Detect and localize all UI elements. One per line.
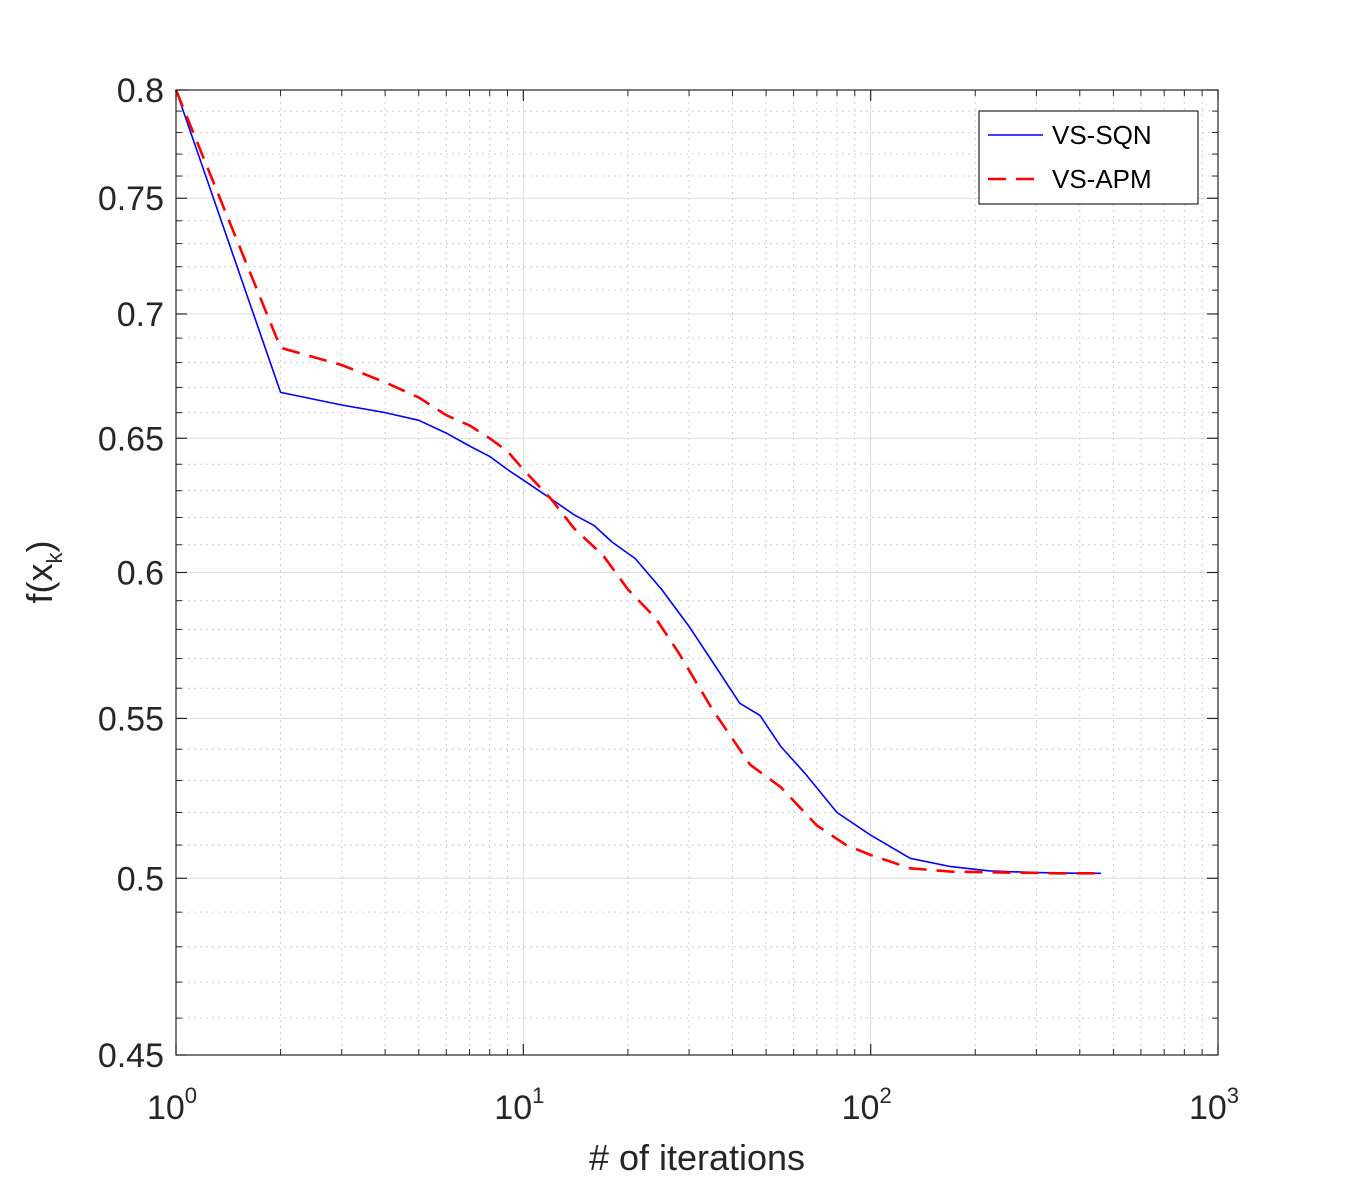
y-axis-title: f(xk)	[19, 541, 67, 604]
legend: VS-SQN VS-APM	[978, 110, 1199, 205]
x-tick-labels: 100 101 102 103	[147, 1083, 1239, 1127]
y-tick-labels: 0.45 0.5 0.55 0.6 0.65 0.7 0.75 0.8	[98, 72, 164, 1075]
tick-marks	[175, 89, 1219, 1056]
y-tick-label: 0.65	[98, 420, 164, 458]
x-axis-title: # of iterations	[589, 1137, 805, 1178]
x-tick-label: 100	[147, 1083, 197, 1127]
x-tick-label: 101	[494, 1083, 544, 1127]
y-tick-label: 0.75	[98, 180, 164, 218]
y-tick-label: 0.6	[117, 555, 164, 593]
minor-grid	[176, 90, 1218, 1055]
legend-box	[978, 110, 1199, 205]
legend-label-vs-apm: VS-APM	[1052, 164, 1152, 194]
y-tick-label: 0.7	[117, 296, 164, 334]
y-tick-label: 0.55	[98, 700, 164, 738]
series-line-vs-apm	[174, 89, 1101, 875]
y-tick-label: 0.8	[117, 72, 164, 110]
y-tick-label: 0.5	[117, 860, 164, 898]
series-line-vs-sqn	[175, 89, 1101, 875]
legend-label-vs-sqn: VS-SQN	[1052, 120, 1152, 150]
x-tick-label: 103	[1189, 1083, 1239, 1127]
x-tick-label: 102	[842, 1083, 892, 1127]
y-tick-label: 0.45	[98, 1037, 164, 1075]
series-layer	[174, 89, 1101, 875]
